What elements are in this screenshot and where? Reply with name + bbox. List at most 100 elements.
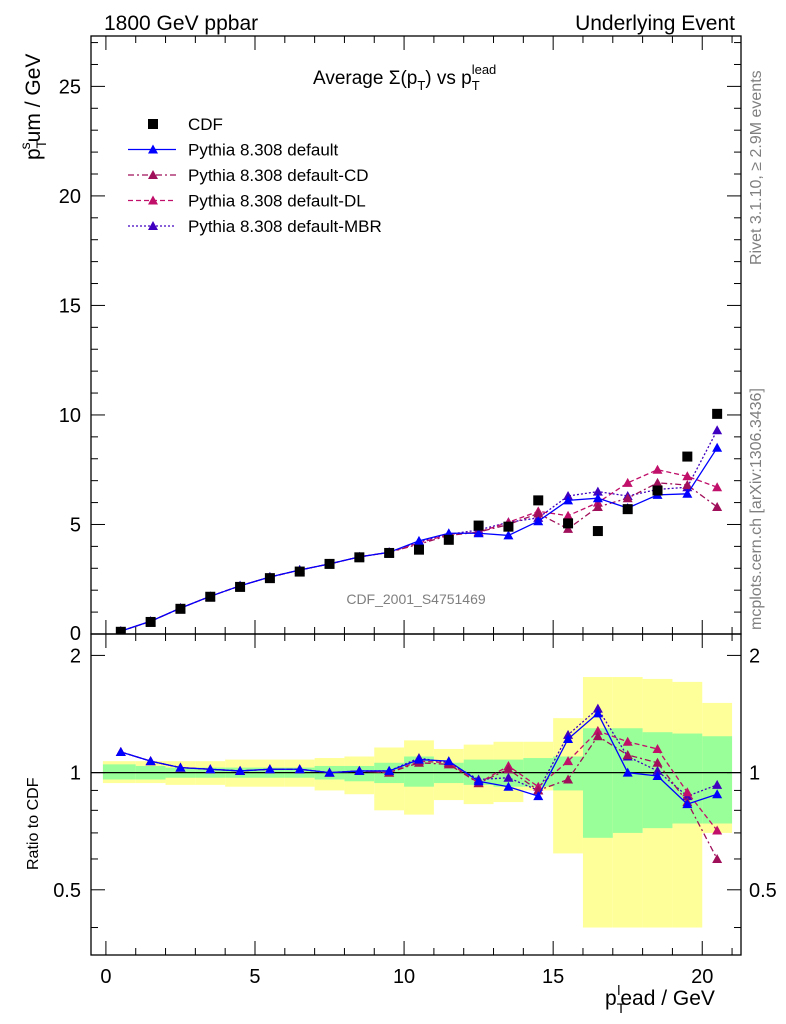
axis-tick-labels: 0 5 10 15 20 5 10 15 20 25 0 0.5 0.5 1 1 2 2: [53, 76, 777, 988]
data-point-cdf: [294, 566, 305, 577]
ratio-point-default: [235, 765, 246, 775]
y-tick-label-ratio: 2: [70, 645, 81, 667]
series-point-default_DL: [563, 510, 574, 520]
legend-entry-label: Pythia 8.308 default-CD: [188, 166, 369, 185]
ratio-point-default_DL: [592, 725, 603, 735]
x-tick-label: 20: [691, 966, 713, 988]
y-tick-label-ratio-right: 2: [749, 645, 760, 667]
data-point-cdf: [205, 591, 216, 602]
series-point-default_CD: [533, 508, 544, 518]
ratio-point-default_CD: [652, 757, 663, 767]
series-point-default: [592, 493, 603, 503]
data-point-cdf: [354, 552, 365, 563]
y-axis-label-ratio: Ratio to CDF: [25, 777, 42, 870]
data-point-cdf: [115, 626, 126, 634]
ratio-point-default: [413, 754, 424, 764]
series-point-default: [503, 530, 514, 540]
y-tick-label-main: 25: [59, 76, 81, 98]
data-point-cdf: [503, 521, 514, 532]
ratio-point-default: [175, 762, 186, 772]
data-point-cdf: [235, 581, 246, 592]
data-point-cdf: [712, 408, 723, 419]
data-point-cdf: [324, 558, 335, 569]
series-point-default_DL: [712, 482, 723, 492]
series-point-default_MBR: [592, 486, 603, 496]
ratio-point-default: [682, 799, 693, 809]
ratio-point-default_CD: [563, 774, 574, 784]
ratio-point-default_MBR: [652, 765, 663, 775]
ratio-point-default: [294, 764, 305, 774]
ratio-point-default: [115, 746, 126, 756]
ratio-point-default: [324, 767, 335, 777]
ratio-point-default: [354, 765, 365, 775]
legend: CDF Pythia 8.308 default Pythia 8.308 defa…: [128, 115, 382, 236]
main-series-group: [115, 408, 723, 634]
series-point-default_MBR: [712, 425, 723, 435]
rivet-version-label: Rivet 3.1.10, ≥ 2.9M events: [748, 70, 765, 265]
series-point-default: [563, 495, 574, 505]
legend-marker-cdf: [148, 119, 158, 129]
ratio-point-default_CD: [503, 764, 514, 774]
series-point-default_DL: [652, 464, 663, 474]
x-tick-label: 15: [542, 966, 564, 988]
legend-entry-label: Pythia 8.308 default-DL: [188, 192, 366, 211]
x-tick-label: 0: [100, 966, 111, 988]
ratio-point-default: [205, 764, 216, 774]
series-point-default_DL: [682, 471, 693, 481]
data-point-cdf: [652, 485, 663, 496]
header-right: Underlying Event: [575, 12, 735, 35]
y-tick-label-main: 20: [59, 186, 81, 208]
chart-title: Average Σ(pT) vs pTlead: [313, 62, 496, 93]
series-point-default_DL: [622, 477, 633, 487]
x-tick-label: 10: [393, 966, 415, 988]
ratio-point-default: [563, 733, 574, 743]
ratio-point-default: [712, 789, 723, 799]
series-point-default: [473, 528, 484, 538]
ratio-point-default_MBR: [592, 703, 603, 713]
series-point-default_CD: [652, 477, 663, 487]
legend-entry-label: Pythia 8.308 default: [188, 141, 339, 160]
data-point-cdf: [592, 526, 603, 537]
y-tick-label-main: 5: [70, 514, 81, 536]
y-tick-label-main: 10: [59, 405, 81, 427]
data-point-cdf: [413, 544, 424, 555]
ratio-point-default: [503, 781, 514, 791]
ratio-point-default_DL: [622, 736, 633, 746]
y-axis-label-main: pTsum / GeV: [17, 54, 49, 160]
series-point-default: [712, 442, 723, 452]
ratio-band-inner: [702, 736, 733, 824]
ratio-point-default: [264, 764, 275, 774]
data-point-cdf: [384, 547, 395, 558]
ratio-point-default: [145, 756, 156, 766]
data-point-cdf: [473, 520, 484, 531]
series-point-default_CD: [682, 480, 693, 490]
data-point-cdf: [622, 504, 633, 515]
legend-entry-label: Pythia 8.308 default-MBR: [188, 217, 382, 236]
legend-entry-label: CDF: [188, 115, 223, 134]
series-point-default: [533, 516, 544, 526]
series-point-default_CD: [592, 501, 603, 511]
data-point-cdf: [533, 495, 544, 506]
data-point-cdf: [443, 534, 454, 545]
data-point-cdf: [264, 573, 275, 584]
analysis-watermark: CDF_2001_S4751469: [346, 591, 486, 607]
data-point-cdf: [682, 451, 693, 462]
legend-marker-default_DL: [148, 195, 158, 205]
data-point-cdf: [175, 603, 186, 614]
ratio-point-default_MBR: [503, 772, 514, 782]
data-point-cdf: [563, 518, 574, 529]
data-point-cdf: [145, 616, 156, 627]
y-tick-label-ratio-right: 1: [749, 763, 760, 785]
ratio-point-default_DL: [682, 787, 693, 797]
ratio-point-default: [533, 791, 544, 801]
ratio-point-default: [592, 708, 603, 718]
ratio-plot-frame: [90, 633, 742, 956]
y-tick-label-ratio-right: 0.5: [749, 880, 777, 902]
ratio-point-default_DL: [652, 743, 663, 753]
ratio-point-default: [622, 767, 633, 777]
ratio-point-default_CD: [622, 749, 633, 759]
ratio-point-default: [443, 756, 454, 766]
y-tick-label-main: 15: [59, 295, 81, 317]
series-point-default: [413, 535, 424, 545]
